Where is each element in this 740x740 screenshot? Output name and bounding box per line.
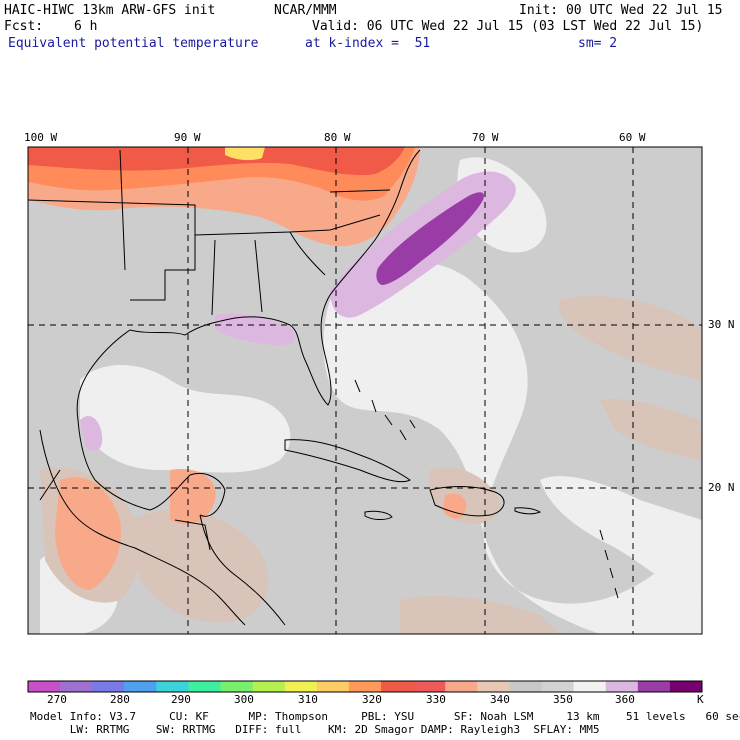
- map-field: [28, 147, 702, 634]
- colorbar-tick-label: 270: [47, 693, 67, 706]
- coastlines: [28, 149, 619, 626]
- colorbar-swatch: [477, 681, 510, 692]
- salmon-area: [170, 469, 216, 524]
- high-white-area: [323, 262, 702, 634]
- model-title: HAIC-HIWC 13km ARW-GFS init: [4, 3, 216, 18]
- colorbar-tick-label: 320: [362, 693, 382, 706]
- colorbar-swatch: [252, 681, 286, 692]
- colorbar-unit: K: [697, 693, 704, 706]
- forecast-label: Fcst:: [4, 19, 44, 34]
- colorbar-swatch: [92, 681, 125, 692]
- colorbar-swatch: [220, 681, 254, 692]
- level-info: at k-index = 51: [305, 36, 431, 51]
- high-white-area: [80, 365, 291, 473]
- tan-area: [130, 509, 269, 623]
- colorbar-swatch: [316, 681, 350, 692]
- colorbar-swatch: [541, 681, 575, 692]
- colorbar-swatch: [124, 681, 157, 692]
- colorbar-swatch: [605, 681, 639, 692]
- lat-label: 30 N: [708, 318, 735, 331]
- yellow-area: [225, 147, 265, 161]
- salmon-area: [443, 493, 467, 519]
- colorbar-swatch: [509, 681, 543, 692]
- lat-label: 20 N: [708, 481, 735, 494]
- tan-area: [400, 595, 560, 634]
- colorbar-swatch: [188, 681, 222, 692]
- smoothing-info: sm= 2: [578, 36, 618, 51]
- model-info-line2: LW: RRTMG SW: RRTMG DIFF: full KM: 2D Sm…: [30, 723, 600, 736]
- colorbar-swatch: [445, 681, 478, 692]
- lon-label: 60 W: [619, 131, 646, 144]
- colorbar-swatch: [60, 681, 93, 692]
- lon-label: 80 W: [324, 131, 351, 144]
- lon-label: 90 W: [174, 131, 201, 144]
- colorbar-tick-label: 340: [490, 693, 510, 706]
- salmon-area: [55, 477, 121, 590]
- colorbar-tick-label: 290: [171, 693, 191, 706]
- organization: NCAR/MMM: [274, 3, 337, 18]
- colorbar-frame: [27, 680, 703, 693]
- colorbar-tick-label: 360: [615, 693, 635, 706]
- colorbar-swatch: [284, 681, 318, 692]
- colorbar-tick-label: 350: [553, 693, 573, 706]
- colorbar-swatch: [669, 681, 703, 692]
- colorbar-swatch: [156, 681, 189, 692]
- high-white-area: [540, 476, 702, 600]
- colorbar-swatch: [573, 681, 607, 692]
- colorbar-tick-label: 300: [234, 693, 254, 706]
- colorbar-swatch: [413, 681, 446, 692]
- colorbar-tick-label: 330: [426, 693, 446, 706]
- colorbar-tick-label: 310: [298, 693, 318, 706]
- red-orange-area: [28, 147, 405, 176]
- tan-area: [559, 296, 702, 380]
- tan-area: [600, 399, 702, 460]
- lon-label: 100 W: [24, 131, 58, 144]
- model-info-line1: Model Info: V3.7 CU: KF MP: Thompson PBL…: [30, 710, 740, 723]
- colorbar-swatch: [637, 681, 671, 692]
- colorbar-swatch: [381, 681, 414, 692]
- colorbar-tick-label: 280: [110, 693, 130, 706]
- colorbar-swatches: [28, 681, 703, 692]
- init-time: Init: 00 UTC Wed 22 Jul 15: [519, 3, 723, 18]
- forecast-hour: 6 h: [74, 19, 98, 34]
- colorbar-swatch: [348, 681, 382, 692]
- purple-area: [376, 192, 484, 285]
- lilac-area: [80, 415, 103, 452]
- map-frame: [27, 146, 703, 635]
- field-name: Equivalent potential temperature: [8, 36, 259, 51]
- lilac-area: [215, 313, 296, 345]
- valid-time: Valid: 06 UTC Wed 22 Jul 15 (03 LST Wed …: [312, 19, 704, 34]
- lon-label: 70 W: [472, 131, 499, 144]
- colorbar-swatch: [28, 681, 61, 692]
